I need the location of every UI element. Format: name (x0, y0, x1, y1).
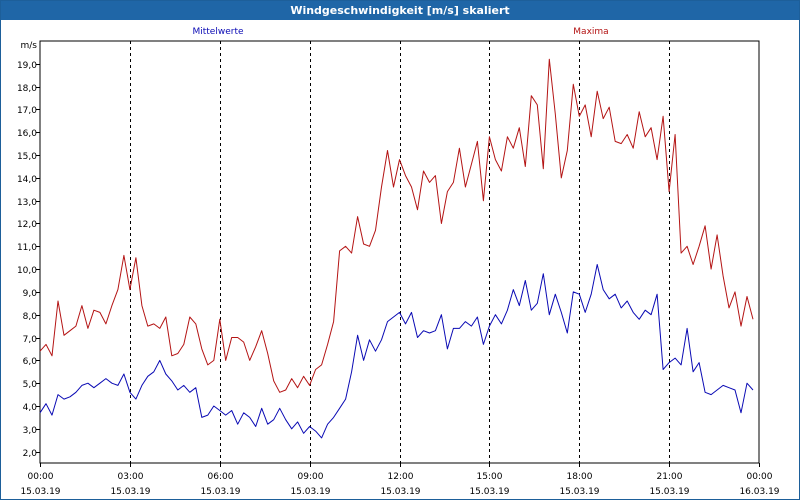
x-tick-date: 15.03.19 (469, 487, 509, 497)
x-tick-date: 15.03.19 (20, 487, 60, 497)
x-tick-date: 15.03.19 (200, 487, 240, 497)
y-tick-label: 9,0 (23, 289, 38, 299)
grid (130, 41, 670, 463)
x-tick-time: 21:00 (657, 472, 683, 482)
x-tick-date: 15.03.19 (380, 487, 420, 497)
x-tick-time: 18:00 (567, 472, 593, 482)
y-tick-label: 14,0 (17, 175, 37, 185)
series-label-mean: Mittelwerte (192, 27, 243, 37)
y-tick-label: 10,0 (17, 266, 37, 276)
x-tick-time: 00:00 (747, 472, 773, 482)
y-tick-label: 19,0 (17, 61, 37, 71)
y-tick-label: 3,0 (23, 426, 38, 436)
x-tick-time: 09:00 (298, 472, 324, 482)
series (39, 58, 754, 439)
y-tick-label: 4,0 (23, 403, 38, 413)
y-tick-label: 11,0 (17, 243, 37, 253)
plot-border (39, 40, 760, 464)
x-tick-time: 00:00 (28, 472, 54, 482)
y-tick-label: 13,0 (17, 198, 37, 208)
y-tick-label: 17,0 (17, 106, 37, 116)
labels: 2,0 3,0 4,0 5,0 6,0 7,0 8,0 9,0 10,0 11,0 12,0 13,0… (17, 27, 780, 497)
x-tick-time: 15:00 (477, 472, 503, 482)
y-tick-label: 7,0 (23, 335, 38, 345)
y-tick-label: 8,0 (23, 312, 38, 322)
y-tick-label: 6,0 (23, 357, 38, 367)
series-label-max: Maxima (573, 27, 608, 37)
y-axis-unit: m/s (21, 41, 38, 51)
mean-series-line (39, 264, 754, 439)
y-tick-label: 16,0 (17, 129, 37, 139)
x-tick-date: 15.03.19 (559, 487, 599, 497)
y-tick-label: 2,0 (23, 449, 38, 459)
chart-area: 2,0 3,0 4,0 5,0 6,0 7,0 8,0 9,0 10,0 11,0 12,0 13,0… (17, 27, 780, 497)
axes (36, 40, 760, 467)
y-tick-label: 18,0 (17, 84, 37, 94)
y-tick-label: 12,0 (17, 220, 37, 230)
x-tick-time: 06:00 (208, 472, 234, 482)
max-series-line (39, 58, 754, 393)
x-tick-time: 12:00 (388, 472, 414, 482)
y-tick-label: 5,0 (23, 380, 38, 390)
x-tick-date: 16.03.19 (739, 487, 779, 497)
x-tick-time: 03:00 (118, 472, 144, 482)
y-tick-label: 15,0 (17, 152, 37, 162)
x-tick-date: 15.03.19 (649, 487, 689, 497)
x-tick-date: 15.03.19 (110, 487, 150, 497)
window-title: Windgeschwindigkeit [m/s] skaliert (1, 1, 799, 20)
x-tick-date: 15.03.19 (290, 487, 330, 497)
